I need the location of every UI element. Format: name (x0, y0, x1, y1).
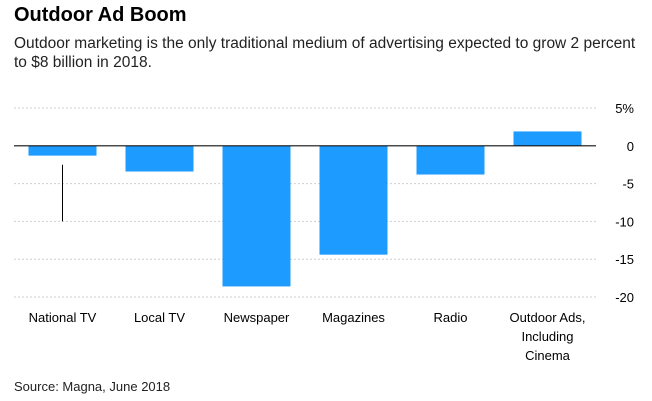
x-tick-label: Local TV (134, 310, 185, 325)
bar (513, 131, 582, 146)
x-tick-label: Including (521, 329, 573, 344)
chart-subtitle: Outdoor marketing is the only traditiona… (14, 35, 636, 71)
chart-title: Outdoor Ad Boom (14, 4, 187, 26)
y-tick-label: -15 (615, 252, 634, 267)
source-note: Source: Magna, June 2018 (14, 379, 171, 394)
x-tick-label: Newspaper (224, 310, 290, 325)
bar (319, 145, 388, 255)
bar (28, 145, 97, 156)
x-tick-label: Radio (434, 310, 468, 325)
x-tick-label: Outdoor Ads, (510, 310, 586, 325)
y-tick-label: -10 (615, 214, 634, 229)
y-tick-label: 5% (615, 101, 634, 116)
y-tick-label: -20 (615, 290, 634, 305)
axes: 5% 0 -5 -10 -15 -20 National TV Local TV Newspap… (14, 101, 634, 363)
bar (125, 145, 194, 172)
x-tick-label: Cinema (525, 348, 571, 363)
x-tick-label: Magazines (322, 310, 385, 325)
y-tick-label: 0 (627, 139, 634, 154)
y-tick-label: -5 (622, 177, 634, 192)
gridlines (14, 107, 596, 298)
bar (222, 145, 291, 287)
x-tick-label: National TV (29, 310, 97, 325)
bar (416, 145, 485, 175)
bars (28, 131, 582, 287)
